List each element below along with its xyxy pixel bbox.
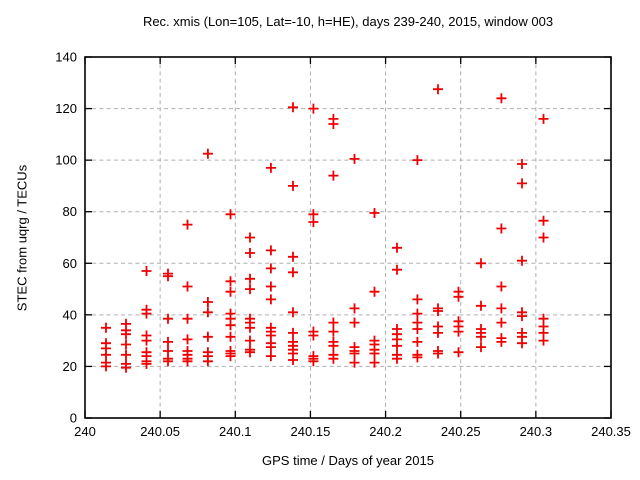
y-tick-label: 80 bbox=[63, 204, 77, 219]
y-tick-label: 40 bbox=[63, 307, 77, 322]
y-tick-label: 60 bbox=[63, 256, 77, 271]
x-tick-label: 240.25 bbox=[441, 424, 481, 439]
y-tick-label: 140 bbox=[55, 50, 77, 65]
plot-frame bbox=[84, 56, 612, 419]
tick-labels: 240 240.05 240.1 240.15 240.2 240.25 240.3 240.… bbox=[55, 50, 631, 440]
y-tick-label: 100 bbox=[55, 153, 77, 168]
tick-marks bbox=[84, 56, 612, 419]
y-tick-label: 120 bbox=[55, 101, 77, 116]
data-point-markers bbox=[101, 84, 549, 373]
x-tick-label: 240.05 bbox=[140, 424, 180, 439]
x-tick-label: 240.1 bbox=[219, 424, 252, 439]
x-tick-label: 240 bbox=[74, 424, 96, 439]
x-axis-label: GPS time / Days of year 2015 bbox=[262, 453, 434, 468]
x-tick-label: 240.2 bbox=[369, 424, 402, 439]
grid-layer bbox=[85, 57, 611, 418]
x-tick-label: 240.15 bbox=[291, 424, 331, 439]
y-tick-label: 20 bbox=[63, 359, 77, 374]
chart-title: Rec. xmis (Lon=105, Lat=-10, h=HE), days… bbox=[142, 14, 554, 29]
y-tick-label: 0 bbox=[70, 411, 77, 426]
x-tick-label: 240.3 bbox=[520, 424, 553, 439]
x-tick-label: 240.35 bbox=[591, 424, 631, 439]
